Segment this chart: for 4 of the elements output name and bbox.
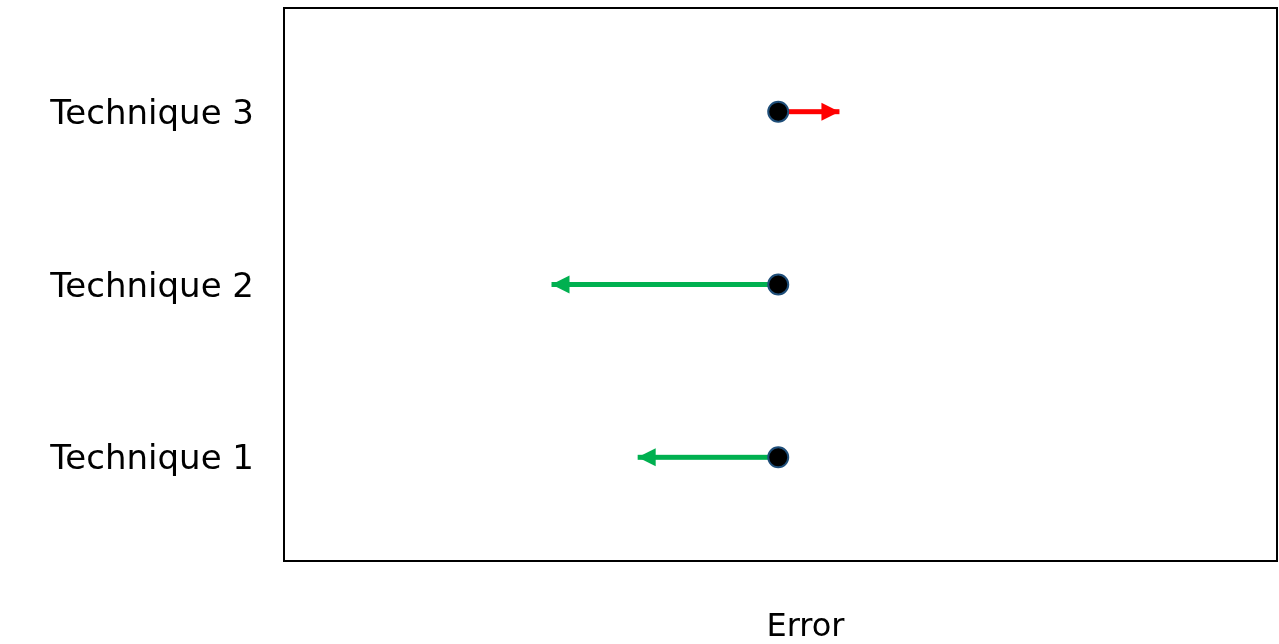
y-tick-label: Technique 3 <box>49 91 254 132</box>
x-axis-title: Error <box>766 606 846 644</box>
y-tick-label: Technique 1 <box>49 437 254 478</box>
y-tick-label: Technique 2 <box>49 264 254 305</box>
